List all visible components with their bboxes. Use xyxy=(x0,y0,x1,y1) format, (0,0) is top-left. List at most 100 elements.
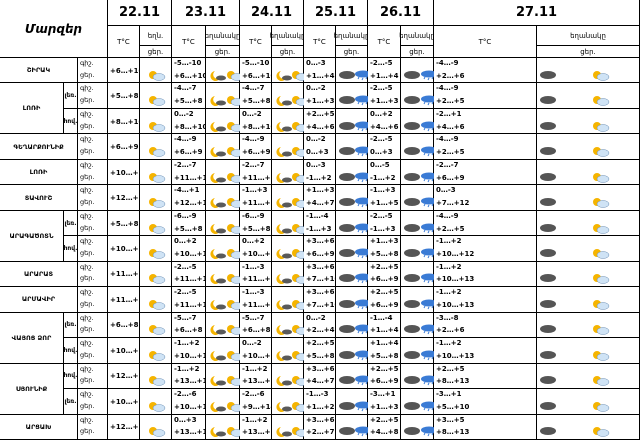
temp-value: -4…-9 xyxy=(242,135,265,144)
sun-icon xyxy=(146,244,166,259)
temp-value: 0…+2 xyxy=(242,237,265,246)
temp-value: 0…-3 xyxy=(306,59,326,67)
weather-col-header: եղանակը xyxy=(270,26,305,46)
rain-icon xyxy=(419,117,439,131)
sun-icon xyxy=(146,91,166,106)
icon-cell xyxy=(140,338,172,364)
moon-icon xyxy=(273,295,293,310)
icon-cell xyxy=(272,58,309,84)
temp-value: +10…+13 xyxy=(174,402,213,411)
moon-icon xyxy=(207,269,227,285)
cloud-icon xyxy=(337,244,357,257)
sun-icon xyxy=(590,91,610,106)
cloud-icon xyxy=(538,295,558,308)
icon-cell xyxy=(140,312,172,339)
temp-value: -2…-5 xyxy=(174,288,197,297)
icon-cell xyxy=(140,83,172,109)
temp-value: +6…+10 xyxy=(110,66,144,75)
icon-cell xyxy=(272,134,309,160)
day-label: ցեր. xyxy=(80,325,95,334)
day-label: ցեր. xyxy=(80,350,95,359)
temp-cell: +5…+8 xyxy=(108,210,140,237)
cloud-icon xyxy=(538,397,558,410)
icon-cell xyxy=(206,83,244,109)
sun-icon xyxy=(590,168,610,183)
icon-cell xyxy=(336,159,371,186)
icon-cell xyxy=(336,287,371,313)
temp-cell: 0…-3 +1…+4 xyxy=(304,58,336,84)
temp-value: -2…-6 xyxy=(242,390,265,399)
icon-cell xyxy=(401,312,437,339)
icon-cell xyxy=(537,108,640,135)
icon-cell xyxy=(140,134,172,160)
temp-value: +1…+4 xyxy=(306,71,335,80)
rain-icon xyxy=(353,320,373,335)
temp-value: -5…-7 xyxy=(242,313,265,322)
temp-cell: -1…-3 +1…+2 xyxy=(304,389,336,415)
temp-value: +9…+14 xyxy=(242,402,276,411)
temp-value: +1…+3 xyxy=(370,97,399,106)
temp-cell: -2…-5 +1…+3 xyxy=(368,83,401,109)
temp-cell: -4…-7 +5…+8 xyxy=(240,83,272,109)
temp-cell: -3…-8 +2…+6 xyxy=(434,312,537,339)
sun-icon xyxy=(146,193,166,208)
night-label: գիշ. xyxy=(80,313,94,322)
sun-icon xyxy=(590,295,610,310)
temp-cell: 0…+2 +10…+13 xyxy=(172,236,212,262)
corner-header: Մարզեր xyxy=(0,0,108,58)
temp-cell: 0…-3 +7…+12 xyxy=(434,185,537,211)
temp-value: +2…+4 xyxy=(306,326,335,335)
temp-value: +1…+2 xyxy=(306,402,335,411)
sun-icon xyxy=(590,244,610,259)
sun-icon xyxy=(146,346,166,361)
temp-cell: -5…-10 +6…+10 xyxy=(172,58,207,84)
rain-icon xyxy=(353,295,373,310)
temp-cell: -2…-5 0…+3 xyxy=(368,134,401,160)
rain-icon xyxy=(353,346,373,361)
sun-icon xyxy=(146,142,166,157)
icon-cell xyxy=(272,185,309,211)
temp-value: -1…+3 xyxy=(370,224,396,233)
cloud-icon xyxy=(538,168,558,181)
day-label: ցեր. xyxy=(80,121,95,130)
temp-cell: +3…+6 +2…+7 xyxy=(304,414,336,440)
night-label: գիշ. xyxy=(80,364,94,373)
day-header: 22.11 xyxy=(108,0,172,26)
temp-value: +10…+12 xyxy=(436,249,475,258)
temp-value: +3…+6 xyxy=(306,262,335,271)
night-label: գիշ. xyxy=(80,84,94,93)
icon-cell xyxy=(206,58,244,84)
row-labels: գիշ. ցեր. xyxy=(78,312,108,339)
temp-cell: -1…+2 +10…+13 xyxy=(434,287,537,313)
rain-icon xyxy=(353,371,373,386)
temp-cell: +6…+10 xyxy=(108,58,144,84)
temp-cell: -1…+3 +11…+16 xyxy=(240,185,280,211)
temp-cell: +3…+6 +4…+7 xyxy=(304,363,336,390)
temp-value: +5…+8 xyxy=(370,351,399,360)
icon-cell xyxy=(336,338,371,364)
moon-icon xyxy=(273,117,293,132)
region-sub: լեռ. xyxy=(64,389,78,415)
temp-cell: 0…-2 +8…+10 xyxy=(172,108,207,135)
moon-icon xyxy=(207,346,227,361)
row-labels: գիշ. ցեր. xyxy=(78,363,108,390)
temp-value: +11…+14 xyxy=(242,300,281,309)
rain-icon xyxy=(419,320,439,335)
icon-cell xyxy=(206,108,244,135)
temp-cell: -5…-10 +6…+10 xyxy=(240,58,275,84)
cloud-icon xyxy=(402,66,422,79)
temp-value: -1…+3 xyxy=(306,224,332,233)
sun-icon xyxy=(590,371,610,387)
cloud-icon xyxy=(402,219,422,232)
sun-icon xyxy=(590,219,610,234)
temp-value: +7…+10 xyxy=(306,275,340,284)
cloud-icon xyxy=(538,371,558,385)
temp-value: -1…+2 xyxy=(436,237,462,246)
night-label: գիշ. xyxy=(80,160,94,169)
temp-value: +6…+9 xyxy=(436,173,465,182)
cloud-icon xyxy=(337,193,357,207)
temp-cell: -1…+3 +1…+5 xyxy=(368,185,401,211)
temp-value: +4…+6 xyxy=(436,122,465,131)
temp-value: -2…-6 xyxy=(174,390,197,399)
moon-icon xyxy=(207,142,227,158)
